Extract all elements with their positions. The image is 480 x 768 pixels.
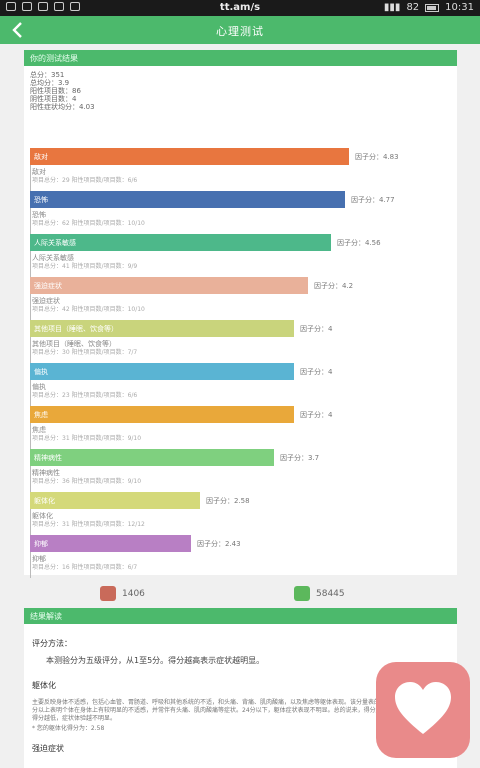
bar-meta-label: 项目总分：62 阳性项目数/项目数：10/10 (32, 220, 145, 227)
bar-sub-label: 恐怖 (32, 211, 46, 219)
page-title: 心理测试 (216, 25, 264, 38)
bar-group: 焦虑 因子分：4 焦虑 项目总分：31 阳性项目数/项目数：9/10 (30, 406, 450, 449)
bar-sub-label: 躯体化 (32, 512, 53, 520)
bar-meta-label: 项目总分：30 阳性项目数/项目数：7/7 (32, 349, 138, 356)
notification-icon (6, 2, 16, 11)
bar-score-label: 因子分：4 (300, 368, 333, 376)
heart-icon (395, 682, 451, 734)
bar-score-label: 因子分：4.77 (351, 196, 395, 204)
battery-percent: 82 (406, 2, 420, 13)
bar-score-label: 因子分：3.7 (280, 454, 320, 462)
bar: 躯体化 (30, 492, 200, 509)
dislike-button[interactable]: 1406 (100, 586, 145, 601)
bar: 偏执 (30, 363, 294, 380)
bar-group: 偏执 因子分：4 偏执 项目总分：23 阳性项目数/项目数：6/6 (30, 363, 450, 406)
bar-group: 恐怖 因子分：4.77 恐怖 项目总分：62 阳性项目数/项目数：10/10 (30, 191, 450, 234)
bar: 精神病性 (30, 449, 274, 466)
summary-line: 阳性症状均分：4.03 (30, 103, 95, 111)
method-text: 本测验分为五级评分，从1至5分。得分越高表示症状越明显。 (46, 656, 265, 665)
result-card: 你的测试结果 总分：351 总均分：3.9 阳性项目数：86 阴性项目数：4 阳… (24, 50, 457, 578)
notification-icons (6, 2, 80, 11)
bar-meta-label: 项目总分：31 阳性项目数/项目数：9/10 (32, 435, 142, 442)
bar-score-label: 因子分：4 (300, 411, 333, 419)
factor-bar-chart: 敌对 因子分：4.83 敌对 项目总分：29 阳性项目数/项目数：6/6 恐怖 因子分：4… (24, 148, 457, 578)
dislike-count: 1406 (122, 588, 145, 599)
summary-line: 阳性项目数：86 (30, 87, 81, 95)
bar: 其他项目（睡眠、饮食等） (30, 320, 294, 337)
battery-icon (425, 3, 440, 12)
app-bar: 心理测试 (0, 16, 480, 44)
bar-score-label: 因子分：2.58 (206, 497, 250, 505)
bar-group: 抑郁 因子分：2.43 抑郁 项目总分：16 阳性项目数/项目数：6/7 (30, 535, 450, 578)
bar-score-label: 因子分：4.56 (337, 239, 381, 247)
summary-line: 总分：351 (30, 71, 65, 79)
vote-bar: 1406 58445 (0, 580, 480, 608)
mail-icon (54, 2, 64, 11)
bar-meta-label: 项目总分：29 阳性项目数/项目数：6/6 (32, 177, 138, 184)
bar-score-label: 因子分：2.43 (197, 540, 241, 548)
somatization-title: 躯体化 (32, 681, 56, 690)
score-summary: 总分：351 总均分：3.9 阳性项目数：86 阴性项目数：4 阳性症状均分：4… (24, 66, 457, 116)
shield-icon (70, 2, 80, 11)
bar-meta-label: 项目总分：23 阳性项目数/项目数：6/6 (32, 392, 138, 399)
thumbs-up-icon (294, 586, 310, 601)
bar: 恐怖 (30, 191, 345, 208)
image-icon (22, 2, 32, 11)
bar: 抑郁 (30, 535, 191, 552)
bar: 焦虑 (30, 406, 294, 423)
bar-sub-label: 敌对 (32, 168, 46, 176)
thumbs-down-icon (100, 586, 116, 601)
method-title: 评分方法： (32, 639, 72, 648)
like-count: 58445 (316, 588, 345, 599)
bar: 敌对 (30, 148, 349, 165)
bar-sub-label: 偏执 (32, 383, 46, 391)
bar-score-label: 因子分：4 (300, 325, 333, 333)
bar-sub-label: 精神病性 (32, 469, 60, 477)
explanation-card-header: 结果解读 (24, 608, 457, 624)
bar-sub-label: 人际关系敏感 (32, 254, 74, 262)
status-bar: tt.am/s ▮▮▮ 82 10:31 (0, 0, 480, 16)
bar-sub-label: 焦虑 (32, 426, 46, 434)
bar-meta-label: 项目总分：16 阳性项目数/项目数：6/7 (32, 564, 138, 571)
signal-icon: ▮▮▮ (383, 2, 401, 13)
status-center-text: tt.am/s (219, 2, 261, 13)
bar-group: 强迫症状 因子分：4.2 强迫症状 项目总分：42 阳性项目数/项目数：10/10 (30, 277, 450, 320)
bar-score-label: 因子分：4.2 (314, 282, 354, 290)
back-arrow-icon[interactable] (8, 20, 28, 40)
bar-group: 躯体化 因子分：2.58 躯体化 项目总分：31 阳性项目数/项目数：12/12 (30, 492, 450, 535)
summary-line: 阴性项目数：4 (30, 95, 77, 103)
bar-meta-label: 项目总分：36 阳性项目数/项目数：9/10 (32, 478, 142, 485)
bar-meta-label: 项目总分：41 阳性项目数/项目数：9/9 (32, 263, 138, 270)
like-button[interactable]: 58445 (294, 586, 345, 601)
clock: 10:31 (445, 2, 474, 13)
bar-sub-label: 强迫症状 (32, 297, 60, 305)
bar-group: 其他项目（睡眠、饮食等） 因子分：4 其他项目（睡眠、饮食等） 项目总分：30 阳性项… (30, 320, 450, 363)
chat-icon (38, 2, 48, 11)
bar-score-label: 因子分：4.83 (355, 153, 399, 161)
bar-meta-label: 项目总分：31 阳性项目数/项目数：12/12 (32, 521, 145, 528)
result-card-header: 你的测试结果 (24, 50, 457, 66)
favorite-button[interactable] (376, 662, 470, 758)
obsessive-title: 强迫症状 (32, 744, 64, 753)
bar-meta-label: 项目总分：42 阳性项目数/项目数：10/10 (32, 306, 145, 313)
bar-group: 精神病性 因子分：3.7 精神病性 项目总分：36 阳性项目数/项目数：9/10 (30, 449, 450, 492)
bar-group: 人际关系敏感 因子分：4.56 人际关系敏感 项目总分：41 阳性项目数/项目数：9/… (30, 234, 450, 277)
somatization-text: 主要反映身体不适感，包括心血管、胃肠道、呼吸和其他系统的不适，和头痛、背痛、肌肉… (32, 699, 448, 722)
bar: 人际关系敏感 (30, 234, 331, 251)
bar-group: 敌对 因子分：4.83 敌对 项目总分：29 阳性项目数/项目数：6/6 (30, 148, 450, 191)
summary-line: 总均分：3.9 (30, 79, 70, 87)
bar-sub-label: 抑郁 (32, 555, 46, 563)
somatization-note: * 您的躯体化得分为：2.58 (32, 725, 105, 732)
bar-sub-label: 其他项目（睡眠、饮食等） (32, 340, 116, 348)
bar: 强迫症状 (30, 277, 308, 294)
